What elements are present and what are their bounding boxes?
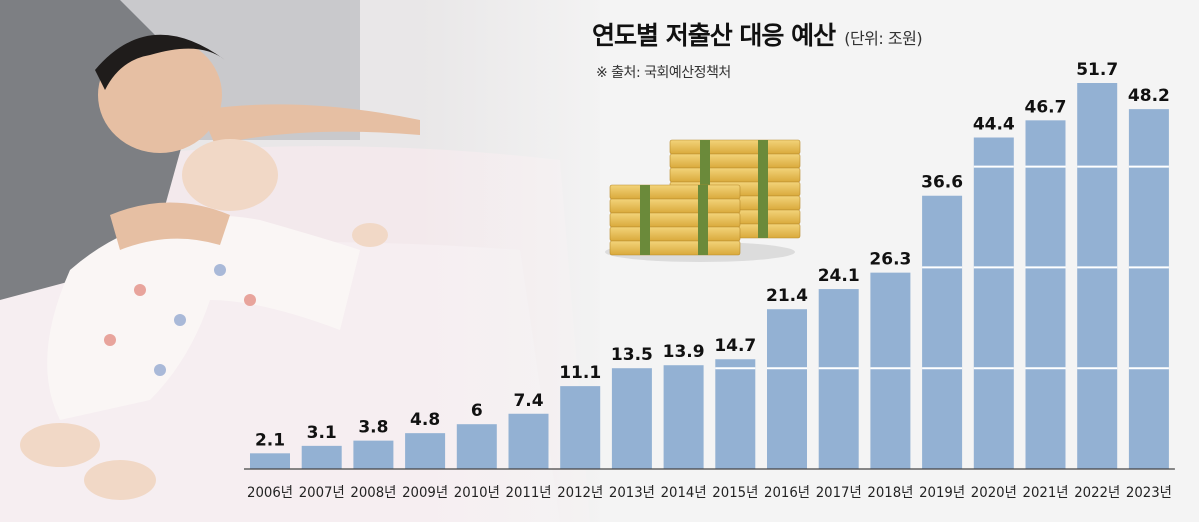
- value-label-2017년: 24.1: [818, 266, 860, 286]
- bar-2022년: [1077, 83, 1118, 469]
- bar-2014년: [663, 365, 704, 469]
- value-label-2015년: 14.7: [714, 336, 756, 356]
- bar-2018년: [870, 272, 911, 469]
- x-tick-2016년: 2016년: [764, 485, 810, 501]
- x-tick-2018년: 2018년: [867, 485, 913, 501]
- value-label-2022년: 51.7: [1076, 60, 1118, 80]
- sleeping-father-baby-photo: [0, 0, 620, 522]
- x-tick-2015년: 2015년: [712, 485, 758, 501]
- x-tick-2006년: 2006년: [247, 485, 293, 501]
- value-label-2006년: 2.1: [255, 430, 285, 450]
- money-stack-icon: [605, 139, 801, 262]
- bar-2016년: [767, 309, 807, 469]
- value-labels: 2.1 3.1 3.8 4.8 6 7.4 11.1 13.5 13.9 14.7 21.4 24.1…: [255, 60, 1170, 450]
- value-label-2021년: 46.7: [1025, 97, 1067, 117]
- bar-2006년: [250, 453, 290, 469]
- value-label-2023년: 48.2: [1128, 86, 1170, 106]
- value-label-2019년: 36.6: [921, 173, 963, 193]
- chart-heading: 연도별 저출산 대응 예산 (단위: 조원): [592, 16, 923, 52]
- x-tick-2009년: 2009년: [402, 485, 448, 501]
- x-tick-2020년: 2020년: [971, 485, 1017, 501]
- x-tick-2012년: 2012년: [557, 485, 603, 501]
- value-label-2010년: 6: [471, 401, 483, 421]
- bar-2021년: [1025, 120, 1066, 470]
- value-label-2016년: 21.4: [766, 286, 808, 306]
- bar-2010년: [456, 424, 497, 469]
- bar-2017년: [818, 289, 859, 469]
- bar-series: [250, 83, 1169, 470]
- value-label-2013년: 13.5: [611, 345, 653, 365]
- bar-2012년: [560, 386, 601, 469]
- bar-2008년: [353, 440, 394, 469]
- x-tick-2011년: 2011년: [506, 485, 552, 501]
- x-tick-2013년: 2013년: [609, 485, 655, 501]
- bar-2009년: [405, 433, 446, 469]
- value-label-2012년: 11.1: [559, 363, 601, 383]
- value-label-2020년: 44.4: [973, 115, 1015, 135]
- bar-2007년: [301, 445, 342, 469]
- x-tick-2007년: 2007년: [299, 485, 345, 501]
- chart-title: 연도별 저출산 대응 예산: [592, 21, 836, 50]
- bar-2011년: [508, 413, 549, 469]
- x-tick-2008년: 2008년: [350, 485, 396, 501]
- value-label-2009년: 4.8: [410, 410, 440, 430]
- x-tick-2023년: 2023년: [1126, 485, 1172, 501]
- value-label-2008년: 3.8: [358, 418, 388, 438]
- bar-2023년: [1128, 109, 1169, 469]
- bar-2013년: [611, 368, 652, 469]
- value-label-2014년: 13.9: [663, 342, 705, 362]
- bar-2015년: [715, 359, 756, 469]
- x-tick-2019년: 2019년: [919, 485, 965, 501]
- value-label-2007년: 3.1: [307, 423, 337, 443]
- bar-2020년: [973, 137, 1014, 469]
- bar-2019년: [922, 195, 963, 469]
- value-label-2011년: 7.4: [513, 391, 543, 411]
- x-tick-2022년: 2022년: [1074, 485, 1120, 501]
- chart-unit: (단위: 조원): [844, 29, 923, 48]
- x-tick-2014년: 2014년: [661, 485, 707, 501]
- x-tick-2021년: 2021년: [1023, 485, 1069, 501]
- x-tick-2017년: 2017년: [816, 485, 862, 501]
- value-label-2018년: 26.3: [869, 250, 911, 270]
- chart-source: ※ 출처: 국회예산정책처: [596, 65, 731, 81]
- x-tick-labels: 2006년 2007년 2008년 2009년 2010년 2011년 2012년 2013년…: [247, 485, 1172, 501]
- x-tick-2010년: 2010년: [454, 485, 500, 501]
